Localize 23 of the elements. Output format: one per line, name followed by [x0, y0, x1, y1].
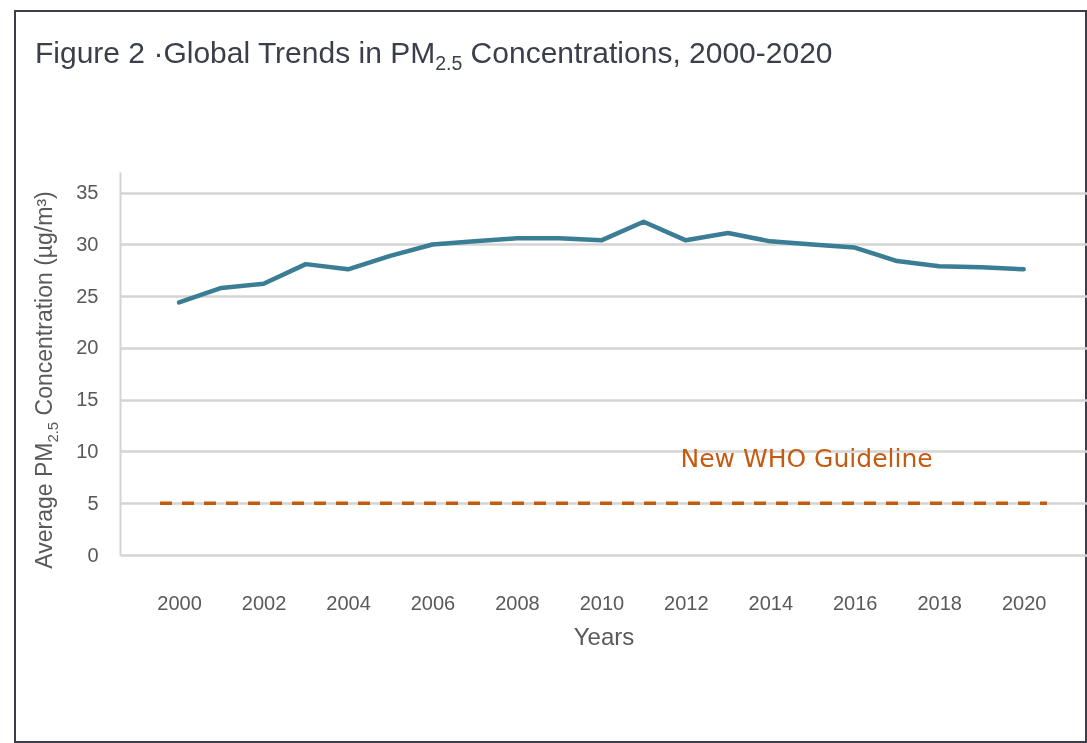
- x-tick-label: 2016: [833, 591, 878, 614]
- x-axis-title: Years: [573, 622, 635, 650]
- x-tick-label: 2018: [917, 591, 962, 614]
- x-tick-label: 2002: [241, 591, 287, 614]
- ref-line-label: New WHO Guideline: [680, 444, 933, 474]
- x-tick-label: 2014: [748, 591, 794, 614]
- y-tick-label: 20: [76, 336, 99, 359]
- y-tick-label: 0: [87, 543, 99, 566]
- x-tick-label: 2004: [326, 591, 371, 614]
- x-tick-label: 2010: [579, 591, 625, 614]
- line-series: [176, 219, 1026, 305]
- x-tick-label: 2008: [495, 591, 540, 614]
- y-tick-label: 35: [76, 181, 99, 204]
- y-tick-label: 25: [76, 284, 99, 307]
- y-tick-label: 15: [76, 388, 99, 411]
- y-tick-label: 30: [76, 232, 99, 255]
- x-tick-label: 2006: [410, 591, 456, 614]
- x-tick-label: 2012: [664, 591, 709, 614]
- x-tick-label: 2000: [157, 591, 202, 614]
- y-tick-label: 10: [76, 439, 99, 462]
- x-tick-label: 2020: [1001, 591, 1047, 614]
- chart-title: Figure 2 ·Global Trends in PM$_{2.5}$ Concentrations, 2000-2020: [35, 36, 833, 75]
- y-tick-label: 5: [87, 491, 99, 514]
